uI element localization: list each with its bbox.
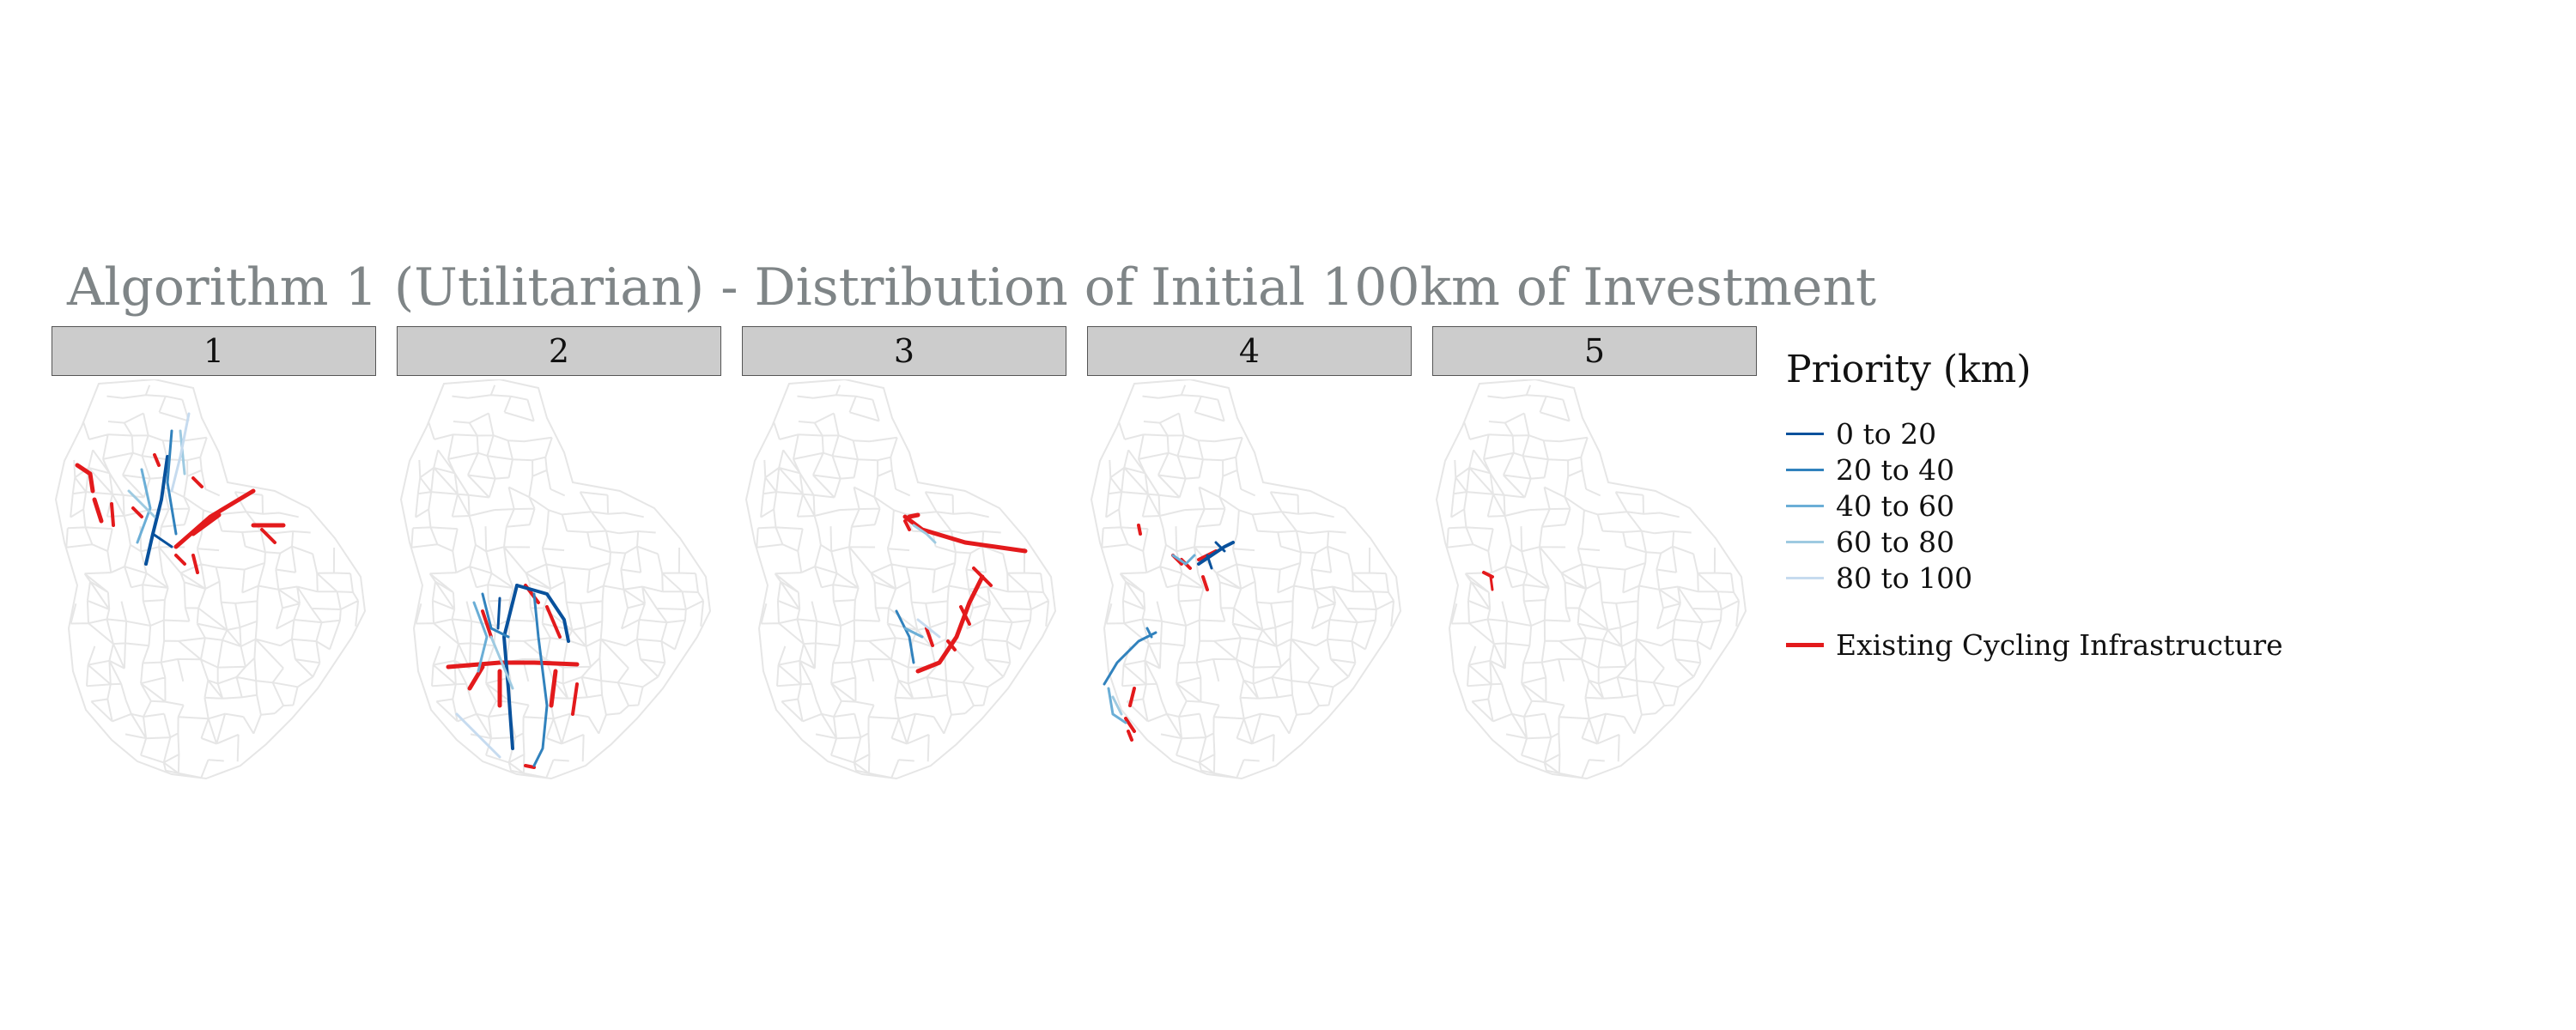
existing-infrastructure-segment	[260, 528, 276, 544]
legend-title: Priority (km)	[1786, 348, 2032, 391]
existing-infrastructure-segment	[1124, 717, 1136, 733]
existing-infrastructure-segment	[467, 664, 485, 691]
priority-segment	[895, 609, 915, 664]
priority-segment	[1171, 554, 1196, 566]
facet-panel-1: 1	[52, 326, 378, 790]
existing-infrastructure-segment	[173, 488, 256, 549]
existing-infrastructure-segment	[972, 566, 993, 587]
priority-segment	[1107, 687, 1127, 724]
road-network	[399, 379, 712, 780]
facet-panel-5: 5	[1432, 326, 1759, 790]
priority-segment	[151, 532, 173, 548]
legend-item-existing: Existing Cycling Infrastructure	[1786, 627, 2283, 663]
legend-swatch	[1786, 468, 1824, 471]
existing-infrastructure-segment	[545, 605, 562, 639]
existing-infrastructure-segment	[524, 764, 536, 769]
priority-segment	[1145, 627, 1153, 639]
existing-infrastructure-segment	[481, 609, 493, 639]
legend-label: Existing Cycling Infrastructure	[1836, 627, 2283, 662]
existing-infrastructure-segment	[174, 554, 186, 566]
existing-infrastructure-segment	[446, 660, 580, 670]
network-map	[54, 379, 367, 780]
priority-segment	[166, 429, 178, 536]
facet-panel-4: 4	[1087, 326, 1413, 790]
network-map	[1090, 379, 1402, 780]
chart-title: Algorithm 1 (Utilitarian) - Distribution…	[67, 258, 1877, 318]
priority-segment	[472, 601, 489, 673]
legend-label: 80 to 100	[1836, 560, 1973, 595]
existing-infrastructure-segment	[1201, 575, 1209, 591]
legend-item-20-40: 20 to 40	[1786, 451, 2283, 488]
existing-infrastructure-segment	[191, 554, 199, 574]
existing-infrastructure-segment	[903, 519, 911, 531]
network-map	[744, 379, 1057, 780]
legend-swatch	[1786, 576, 1824, 579]
priority-segment	[481, 592, 510, 639]
legend-item-60-80: 60 to 80	[1786, 524, 2283, 560]
priority-segment	[515, 584, 570, 643]
existing-infrastructure-segment	[191, 512, 222, 536]
priority-segment	[916, 618, 941, 639]
priority-segment	[496, 597, 501, 630]
legend-item-80-100: 80 to 100	[1786, 560, 2283, 596]
priority-segment	[1206, 554, 1213, 570]
existing-infrastructure-segment	[92, 497, 104, 524]
existing-infrastructure-segment	[153, 453, 161, 467]
existing-infrastructure-segment	[1128, 687, 1136, 707]
priority-segment	[144, 455, 169, 566]
existing-infrastructure-segment	[1137, 524, 1142, 536]
priority-segment	[1197, 541, 1235, 566]
road-network	[744, 379, 1057, 780]
priority-segment	[455, 712, 501, 759]
priority-segment	[532, 592, 549, 767]
priority-segment	[502, 584, 519, 750]
facet-panel-3: 3	[742, 326, 1068, 790]
legend-swatch	[1786, 432, 1824, 435]
facet-strip-label: 2	[397, 326, 721, 376]
legend-swatch	[1786, 642, 1824, 647]
facet-strip-label: 5	[1432, 326, 1757, 376]
priority-segment	[136, 468, 152, 544]
existing-infrastructure-segment	[946, 639, 957, 651]
existing-infrastructure-segment	[915, 574, 985, 674]
priority-segment	[489, 635, 514, 690]
legend-swatch	[1786, 540, 1824, 543]
priority-segment	[912, 524, 937, 544]
legend-item-0-20: 0 to 20	[1786, 415, 2283, 451]
network-map	[399, 379, 712, 780]
network-map	[1435, 379, 1747, 780]
legend-label: 20 to 40	[1836, 452, 1955, 487]
legend-label: 40 to 60	[1836, 488, 1955, 523]
existing-infrastructure-segment	[191, 476, 204, 488]
existing-infrastructure-segment	[131, 506, 143, 518]
legend-label: 60 to 80	[1836, 524, 1955, 559]
priority-segment	[127, 489, 156, 518]
priority-segment	[1214, 541, 1226, 553]
existing-infrastructure-segment	[907, 512, 920, 519]
facet-strip-label: 3	[742, 326, 1066, 376]
existing-infrastructure-segment	[110, 502, 115, 527]
facet-panel-2: 2	[397, 326, 723, 790]
facet-strip-label: 1	[52, 326, 376, 376]
legend-swatch	[1786, 504, 1824, 507]
existing-infrastructure-segment	[571, 682, 579, 716]
existing-infrastructure-segment	[1489, 575, 1494, 591]
existing-infrastructure-segment	[75, 463, 95, 494]
facet-strip-label: 4	[1087, 326, 1412, 376]
existing-infrastructure-segment	[1127, 730, 1133, 742]
existing-infrastructure-segment	[549, 669, 558, 708]
priority-segment	[903, 627, 924, 639]
legend-item-40-60: 40 to 60	[1786, 488, 2283, 524]
legend-label: 0 to 20	[1836, 416, 1937, 451]
existing-infrastructure-segment	[925, 627, 934, 647]
priority-segment	[1103, 631, 1157, 686]
road-network	[54, 379, 367, 780]
legend: Priority (km) 0 to 20 20 to 40 40 to 60 …	[1786, 348, 2283, 663]
existing-infrastructure-segment	[902, 514, 1028, 554]
road-network	[1090, 379, 1402, 780]
road-network	[1435, 379, 1747, 780]
priority-segment	[1111, 695, 1123, 716]
existing-infrastructure-segment	[959, 605, 971, 626]
priority-segment	[170, 412, 191, 493]
